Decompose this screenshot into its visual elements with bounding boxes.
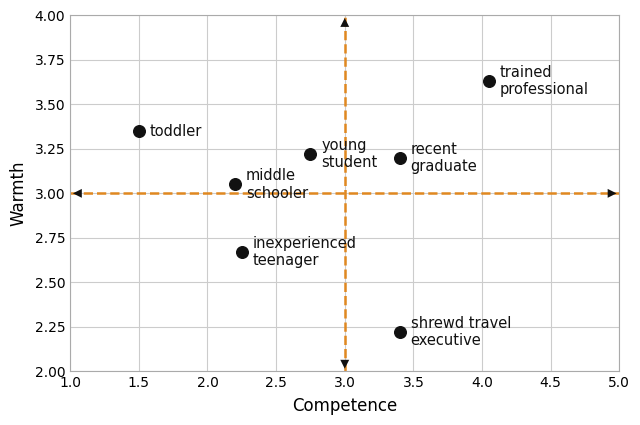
X-axis label: Competence: Competence <box>292 397 397 415</box>
Point <box>134 128 144 134</box>
Text: shrewd travel
executive: shrewd travel executive <box>411 316 511 348</box>
Point <box>394 329 404 336</box>
Point <box>230 181 240 188</box>
Point <box>237 249 247 255</box>
Text: recent
graduate: recent graduate <box>411 142 477 174</box>
Point <box>484 78 494 85</box>
Text: trained
professional: trained professional <box>500 65 589 97</box>
Text: young
student: young student <box>321 138 378 170</box>
Y-axis label: Warmth: Warmth <box>10 161 28 226</box>
Point <box>394 154 404 161</box>
Text: middle
schooler: middle schooler <box>246 168 308 201</box>
Point <box>305 151 316 158</box>
Text: inexperienced
teenager: inexperienced teenager <box>253 236 356 268</box>
Text: toddler: toddler <box>150 124 202 139</box>
